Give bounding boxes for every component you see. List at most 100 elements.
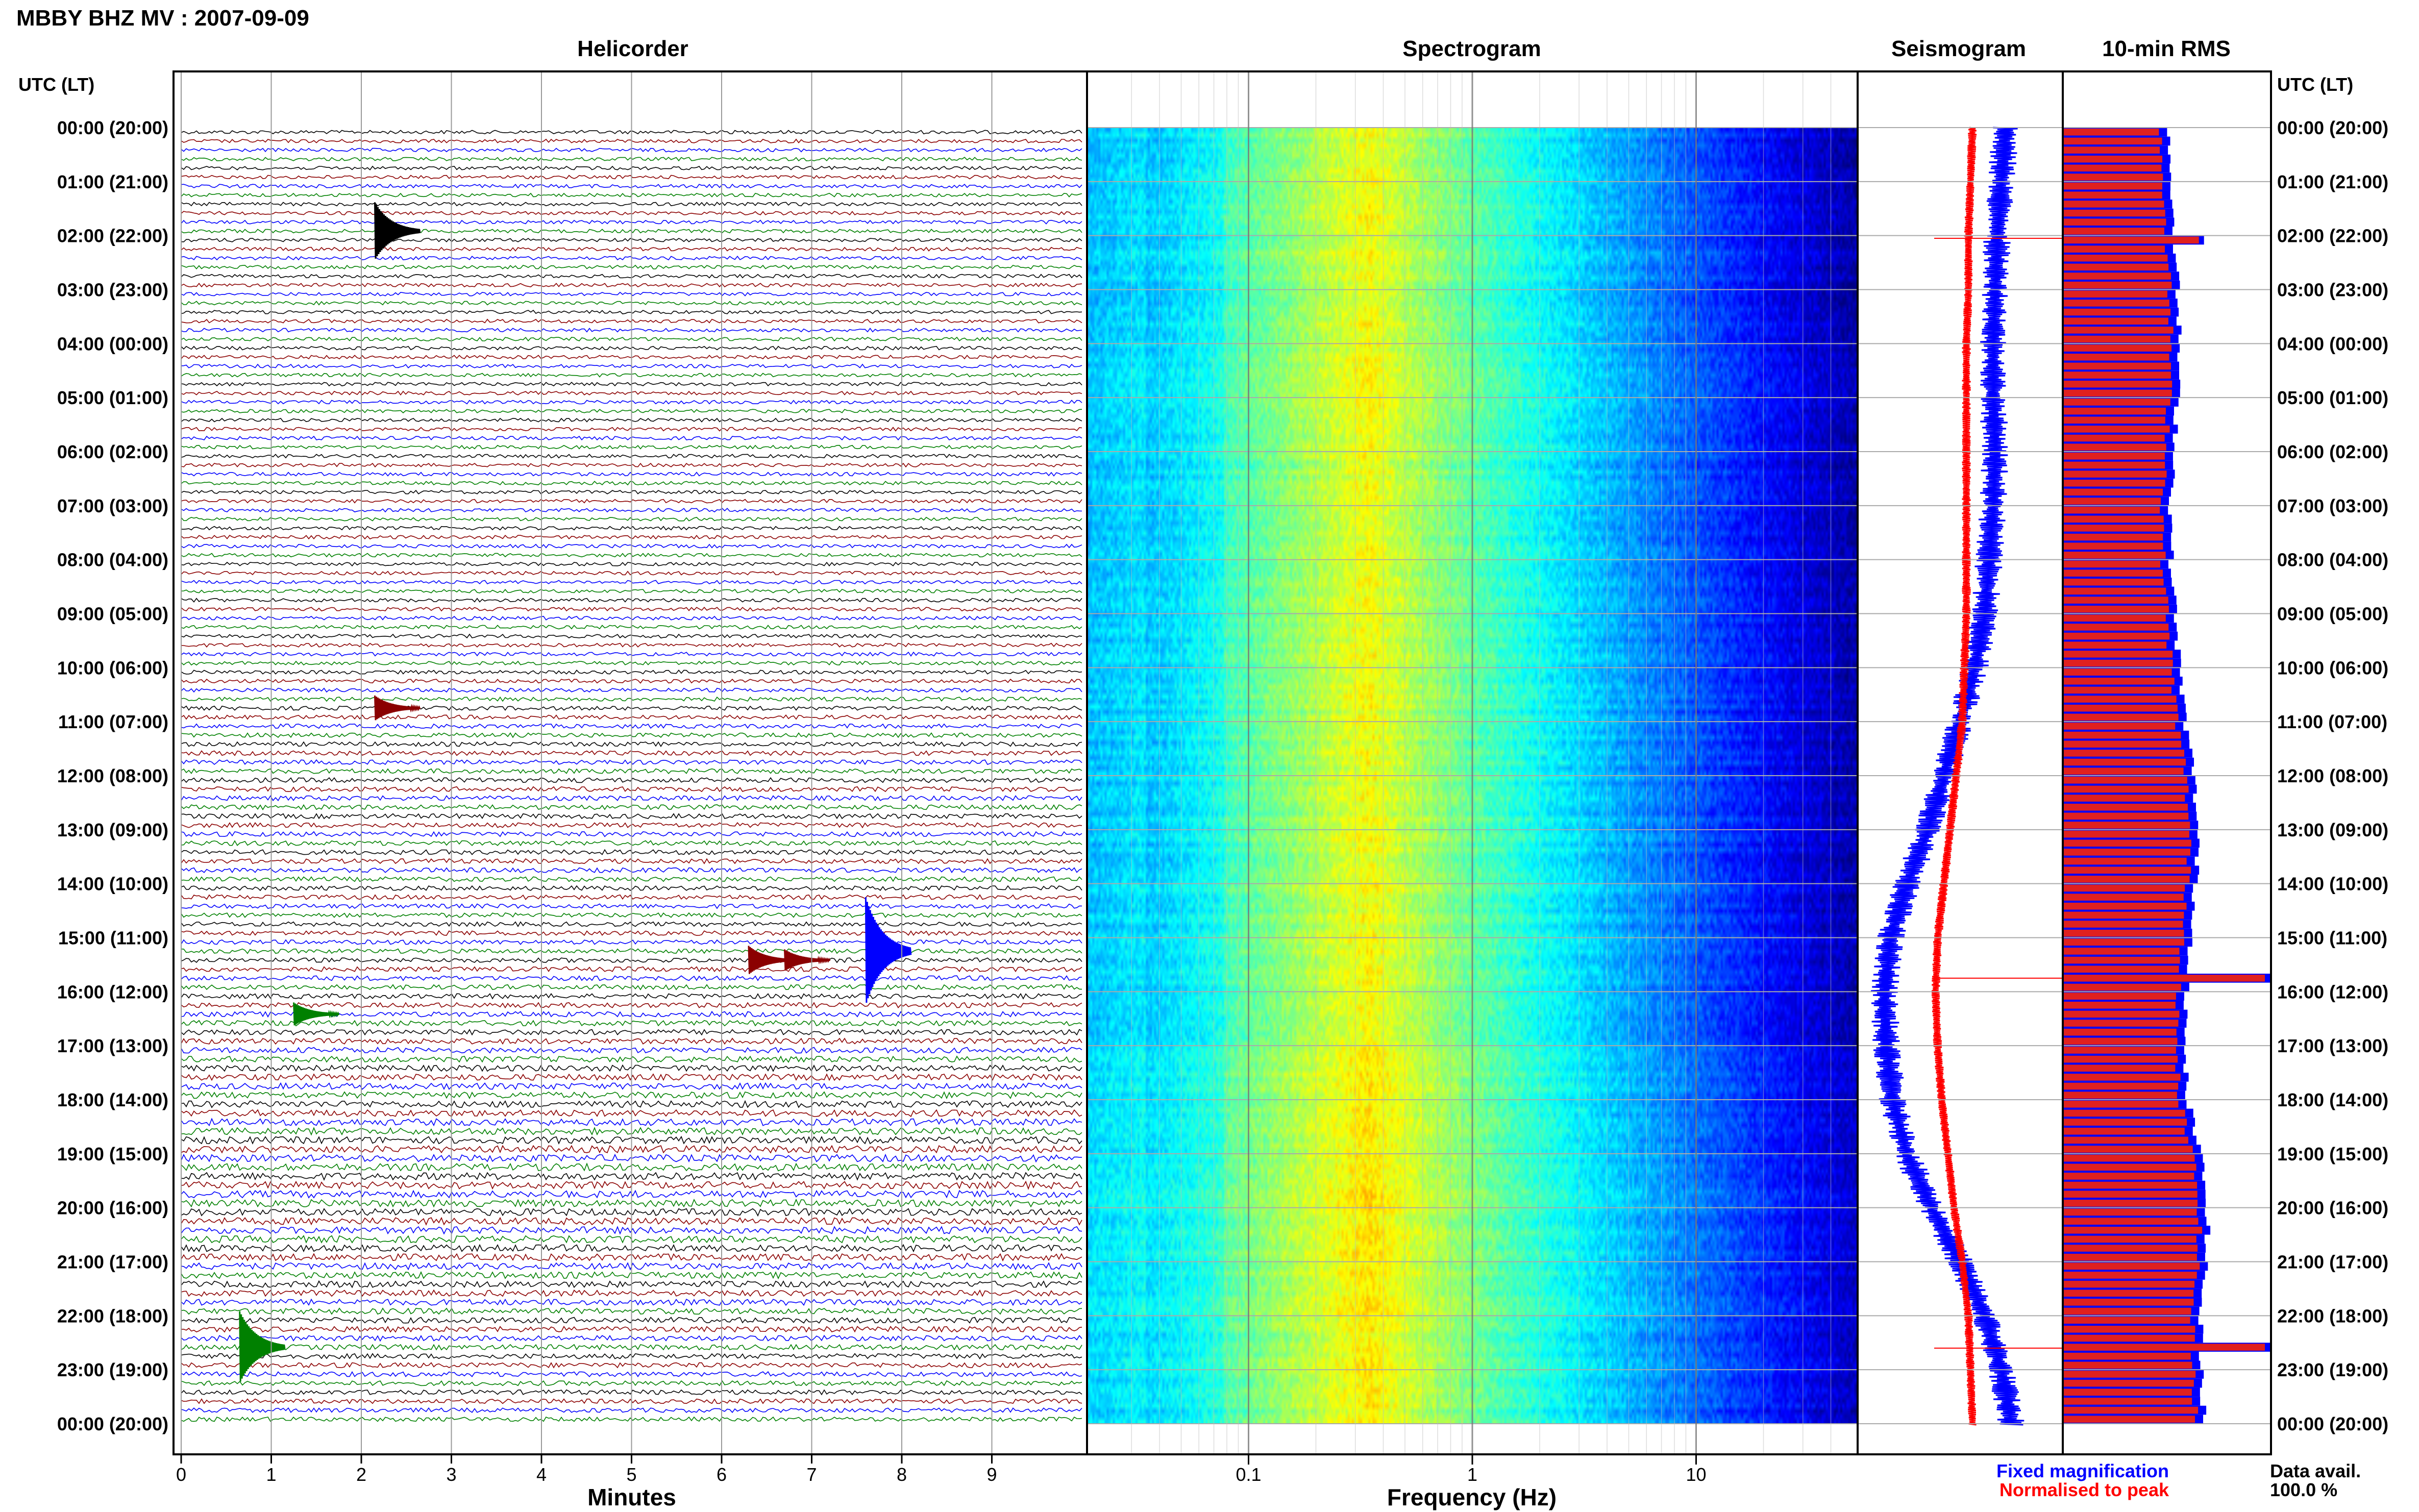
helicorder-x-tick-label: 7 <box>806 1464 817 1485</box>
time-label-right: 04:00 (00:00) <box>2277 333 2388 354</box>
rms-bar <box>2064 696 2177 703</box>
rms-bar <box>2064 1119 2187 1126</box>
rms-bar <box>2064 515 2164 523</box>
time-label-left: 11:00 (07:00) <box>58 711 168 732</box>
rms-bar <box>2064 344 2172 352</box>
time-label-left: 18:00 (14:00) <box>57 1089 168 1110</box>
helicorder-x-tick-label: 0 <box>176 1464 186 1485</box>
rms-bar <box>2064 1245 2198 1252</box>
spectrogram-title: Spectrogram <box>1402 36 1541 61</box>
rms-bar <box>2064 129 2159 136</box>
rms-bar <box>2064 713 2179 721</box>
rms-bar <box>2064 921 2183 928</box>
rms-title: 10-min RMS <box>2102 36 2231 61</box>
rms-bar <box>2064 750 2185 757</box>
rms-bar <box>2064 911 2184 919</box>
time-label-right: 21:00 (17:00) <box>2277 1252 2388 1273</box>
rms-bar <box>2064 605 2169 613</box>
rms-bar <box>2064 1047 2176 1054</box>
rms-bar <box>2064 686 2172 694</box>
time-labels: 00:00 (20:00) 00:00 (20:00) 01:00 (21:00) 0… <box>57 117 2388 1434</box>
rms-bar <box>2064 1325 2195 1333</box>
spectrogram-x-tick-label: 0.1 <box>1236 1464 1261 1485</box>
rms-bar <box>2064 578 2164 586</box>
time-label-right: 22:00 (18:00) <box>2277 1305 2388 1326</box>
time-label-right: 14:00 (10:00) <box>2277 874 2388 895</box>
time-label-left: 19:00 (15:00) <box>57 1144 168 1164</box>
helicorder-xlabel: Minutes <box>587 1484 676 1510</box>
rms-bar <box>2064 785 2189 793</box>
rms-bar <box>2064 632 2170 640</box>
rms-bar <box>2064 552 2166 559</box>
rms-bar <box>2064 569 2163 577</box>
rms-bar <box>2064 461 2165 469</box>
rms-bar <box>2064 894 2184 901</box>
rms-bar <box>2064 434 2165 442</box>
helicorder-x-tick-label: 9 <box>986 1464 997 1485</box>
time-label-right: 11:00 (07:00) <box>2277 711 2387 732</box>
rms-bar <box>2064 1020 2179 1027</box>
helicorder-x-tick-label: 2 <box>356 1464 366 1485</box>
rms-bar <box>2064 245 2165 253</box>
rms-bar <box>2064 506 2160 514</box>
rms-bar <box>2064 1307 2191 1315</box>
time-label-right: 12:00 (08:00) <box>2277 765 2388 786</box>
rms-bar <box>2064 137 2162 145</box>
rms-bar <box>2064 453 2165 460</box>
rms-bar <box>2064 1191 2198 1198</box>
time-label-right: 20:00 (16:00) <box>2277 1198 2388 1219</box>
rms-bar <box>2064 1092 2177 1099</box>
rms-bar <box>2064 191 2162 199</box>
rms-bar <box>2064 876 2190 883</box>
time-label-right: 06:00 (02:00) <box>2277 441 2388 462</box>
rms-bar <box>2064 1010 2180 1018</box>
helicorder-event <box>374 695 421 721</box>
rms-bar <box>2064 983 2181 991</box>
time-label-right: 09:00 (05:00) <box>2277 604 2388 625</box>
time-label-left: 04:00 (00:00) <box>57 333 168 354</box>
time-label-left: 13:00 (09:00) <box>57 820 168 840</box>
rms-bar <box>2064 1028 2177 1036</box>
rms-bar <box>2064 1173 2194 1180</box>
rms-bar <box>2064 1334 2195 1342</box>
rms-bar <box>2064 1406 2199 1414</box>
time-label-right: 00:00 (20:00) <box>2277 117 2388 138</box>
rms-bar <box>2064 1218 2199 1225</box>
rms-bar <box>2064 201 2164 208</box>
rms-bar <box>2064 327 2174 334</box>
time-label-left: 05:00 (01:00) <box>57 387 168 408</box>
rms-bar <box>2064 1208 2197 1216</box>
rms-bar <box>2064 218 2166 226</box>
rms-bar <box>2064 479 2165 487</box>
rms-bar <box>2064 371 2171 379</box>
rms-bar <box>2064 1154 2195 1162</box>
time-label-left: 23:00 (19:00) <box>57 1359 168 1380</box>
rms-bars <box>2064 128 2270 1424</box>
time-label-right: 16:00 (12:00) <box>2277 981 2388 1002</box>
time-label-right: 02:00 (22:00) <box>2277 226 2388 246</box>
data-avail-label: Data avail. <box>2270 1460 2361 1481</box>
rms-bar <box>2064 1398 2192 1405</box>
rms-bar <box>2064 849 2191 856</box>
spectrogram-x-tick-label: 1 <box>1467 1464 1477 1485</box>
spectrogram-xlabel: Frequency (Hz) <box>1387 1484 1557 1510</box>
time-label-left: 08:00 (04:00) <box>57 550 168 571</box>
rms-bar <box>2064 1361 2192 1369</box>
time-label-left: 02:00 (22:00) <box>57 226 168 246</box>
rms-bar <box>2064 335 2170 343</box>
rms-bar <box>2064 498 2161 505</box>
helicorder-x-tick-label: 5 <box>626 1464 636 1485</box>
rms-spike <box>2064 236 2199 244</box>
time-label-left: 14:00 (10:00) <box>57 874 168 895</box>
rms-bar <box>2064 902 2187 910</box>
rms-frame <box>2062 70 2272 1455</box>
rms-bar <box>2064 651 2173 658</box>
rms-bar <box>2064 254 2168 262</box>
time-label-left: 12:00 (08:00) <box>57 765 168 786</box>
rms-bar <box>2064 723 2176 730</box>
time-label-right: 05:00 (01:00) <box>2277 387 2388 408</box>
rms-bar <box>2064 443 2166 451</box>
rms-bar <box>2064 525 2164 532</box>
rms-bar <box>2064 1317 2190 1324</box>
